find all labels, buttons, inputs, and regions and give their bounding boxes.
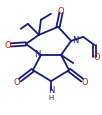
Text: O: O — [58, 7, 64, 16]
Text: N: N — [34, 50, 40, 58]
Text: O: O — [81, 77, 88, 86]
Text: O: O — [93, 53, 100, 62]
Text: H: H — [48, 94, 54, 100]
Text: O: O — [14, 77, 21, 86]
Text: N: N — [48, 85, 54, 94]
Text: N: N — [72, 36, 78, 45]
Text: O: O — [5, 41, 12, 50]
